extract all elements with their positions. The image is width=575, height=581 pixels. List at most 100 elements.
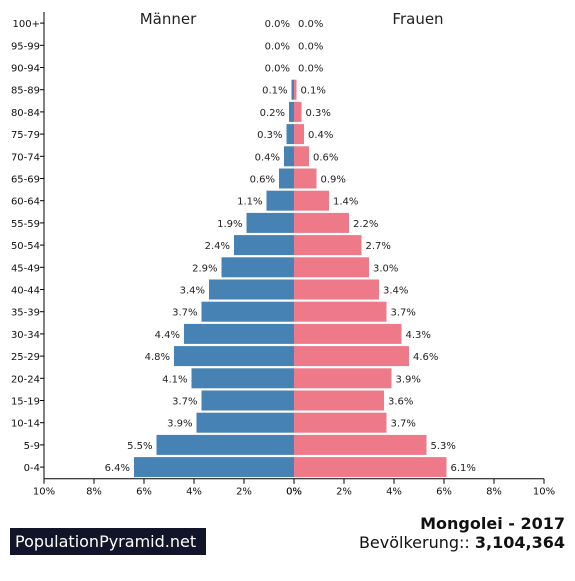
female-value-label: 3.9% bbox=[396, 374, 421, 385]
female-value-label: 1.4% bbox=[333, 197, 358, 208]
value-labels-layer: 0.0% 0.0% 0.0% 0.0% 0.0% 0.0% 0.1% 0.1% 0.2% 0.3%… bbox=[105, 19, 476, 474]
age-label: 65-69 bbox=[11, 175, 40, 186]
x-tick-label: 4% bbox=[186, 487, 202, 498]
female-bar bbox=[294, 412, 387, 433]
male-value-label: 0.0% bbox=[265, 19, 290, 30]
x-tick-label: 0% bbox=[286, 487, 302, 498]
male-value-label: 4.4% bbox=[155, 330, 180, 341]
population-value: 3,104,364 bbox=[474, 533, 565, 552]
female-bar bbox=[294, 301, 387, 322]
male-bar bbox=[209, 279, 294, 300]
female-value-label: 2.7% bbox=[366, 241, 391, 252]
age-label: 5-9 bbox=[24, 441, 40, 452]
male-bar bbox=[221, 257, 294, 278]
male-value-label: 0.3% bbox=[257, 130, 282, 141]
female-bar bbox=[294, 212, 349, 233]
female-bar bbox=[294, 434, 427, 455]
female-bar bbox=[294, 279, 379, 300]
male-bar bbox=[201, 390, 294, 411]
male-value-label: 5.5% bbox=[127, 441, 152, 452]
female-bar bbox=[294, 235, 362, 256]
male-value-label: 4.1% bbox=[162, 374, 187, 385]
x-tick-label: 6% bbox=[436, 487, 452, 498]
age-label: 55-59 bbox=[11, 219, 40, 230]
x-tick-label: 2% bbox=[336, 487, 352, 498]
male-bar bbox=[279, 168, 294, 189]
age-label: 85-89 bbox=[11, 86, 40, 97]
x-tick-label: 8% bbox=[486, 487, 502, 498]
age-label: 50-54 bbox=[11, 241, 40, 252]
male-value-label: 2.4% bbox=[205, 241, 230, 252]
female-bar bbox=[294, 124, 304, 145]
age-axis: 100+ 95-99 90-94 85-89 80-84 75-79 70-74 65-69 6… bbox=[11, 12, 45, 479]
age-label: 25-29 bbox=[11, 352, 40, 363]
male-bar bbox=[291, 79, 294, 100]
male-value-label: 2.9% bbox=[192, 263, 217, 274]
female-bar bbox=[294, 368, 392, 389]
male-bar bbox=[174, 346, 294, 367]
male-value-label: 0.2% bbox=[260, 108, 285, 119]
male-value-label: 3.7% bbox=[172, 308, 197, 319]
legend-female-label: Frauen bbox=[392, 10, 443, 28]
male-value-label: 0.4% bbox=[255, 152, 280, 163]
female-bar bbox=[294, 146, 309, 167]
female-value-label: 0.3% bbox=[306, 108, 331, 119]
age-label: 75-79 bbox=[11, 130, 40, 141]
legend-male-label: Männer bbox=[140, 10, 197, 28]
female-value-label: 4.6% bbox=[413, 352, 438, 363]
female-value-label: 3.6% bbox=[388, 397, 413, 408]
male-value-label: 3.9% bbox=[167, 419, 192, 430]
female-bar bbox=[294, 101, 302, 122]
age-label: 100+ bbox=[13, 19, 40, 30]
age-label: 90-94 bbox=[11, 64, 40, 75]
x-tick-label: 6% bbox=[136, 487, 152, 498]
female-value-label: 3.0% bbox=[373, 263, 398, 274]
female-value-label: 3.7% bbox=[391, 308, 416, 319]
population-pyramid-chart: Männer Frauen 0.0% 0.0%0.0% 0.0%0.0% 0.0%0.… bbox=[11, 10, 555, 498]
age-label: 15-19 bbox=[11, 397, 40, 408]
female-bar bbox=[294, 346, 409, 367]
male-bar bbox=[201, 301, 294, 322]
age-label: 40-44 bbox=[11, 286, 40, 297]
female-value-label: 5.3% bbox=[431, 441, 456, 452]
male-bar bbox=[289, 101, 294, 122]
bars-layer bbox=[134, 79, 447, 478]
male-value-label: 6.4% bbox=[105, 463, 130, 474]
age-label: 80-84 bbox=[11, 108, 40, 119]
female-value-label: 0.4% bbox=[308, 130, 333, 141]
male-value-label: 0.6% bbox=[250, 175, 275, 186]
age-label: 10-14 bbox=[11, 419, 40, 430]
female-value-label: 3.4% bbox=[383, 286, 408, 297]
male-bar bbox=[191, 368, 294, 389]
male-value-label: 0.0% bbox=[265, 64, 290, 75]
age-label: 0-4 bbox=[24, 463, 40, 474]
female-value-label: 6.1% bbox=[451, 463, 476, 474]
male-value-label: 4.8% bbox=[145, 352, 170, 363]
female-value-label: 2.2% bbox=[353, 219, 378, 230]
x-tick-label: 10% bbox=[533, 487, 555, 498]
female-bar bbox=[294, 257, 369, 278]
male-value-label: 1.9% bbox=[217, 219, 242, 230]
age-label: 30-34 bbox=[11, 330, 40, 341]
country-title: Mongolei - 2017 bbox=[420, 514, 565, 533]
x-tick-label: 10% bbox=[33, 487, 55, 498]
female-bar bbox=[294, 390, 384, 411]
male-bar bbox=[286, 124, 294, 145]
male-bar bbox=[196, 412, 294, 433]
x-tick-label: 0% bbox=[286, 487, 302, 498]
female-value-label: 0.0% bbox=[298, 41, 323, 52]
age-label: 60-64 bbox=[11, 197, 40, 208]
x-tick-label: 4% bbox=[386, 487, 402, 498]
female-value-label: 0.9% bbox=[321, 175, 346, 186]
population-label: Bevölkerung:: bbox=[358, 533, 470, 552]
female-value-label: 0.6% bbox=[313, 152, 338, 163]
age-label: 35-39 bbox=[11, 308, 40, 319]
male-value-label: 3.4% bbox=[180, 286, 205, 297]
male-bar bbox=[156, 434, 294, 455]
male-value-label: 0.0% bbox=[265, 41, 290, 52]
male-value-label: 0.1% bbox=[262, 86, 287, 97]
female-value-label: 0.0% bbox=[298, 64, 323, 75]
age-label: 45-49 bbox=[11, 263, 40, 274]
site-logo[interactable]: PopulationPyramid.net bbox=[10, 528, 206, 555]
x-tick-label: 2% bbox=[236, 487, 252, 498]
